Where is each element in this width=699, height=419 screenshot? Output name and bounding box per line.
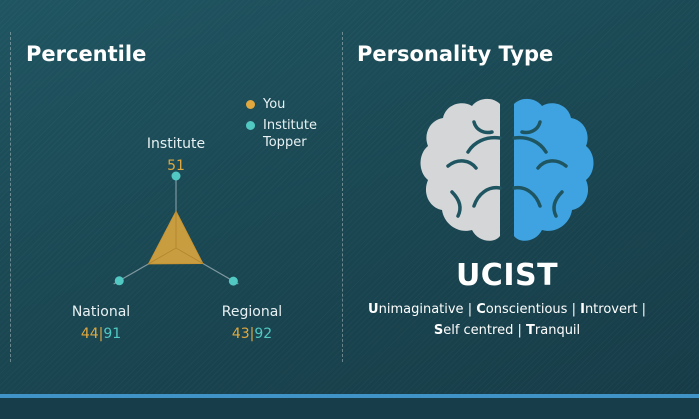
radar-point-topper-national [114, 276, 124, 286]
axis-values-national: 44|91 [81, 326, 121, 342]
radar-point-topper-regional [228, 276, 238, 286]
radar-points [114, 171, 238, 286]
value-separator: | [249, 326, 255, 342]
trait-introvert: Introvert [580, 302, 638, 317]
percentile-title: Percentile [26, 42, 147, 66]
footer-band [0, 398, 699, 419]
traits-line-2: Self centred | Tranquil [342, 321, 672, 341]
trait-separator: | [467, 302, 473, 317]
legend-item-institute-topper: Institute Topper [244, 117, 323, 151]
radar-spoke-you-national [148, 247, 177, 265]
value-you-institute: 51 [167, 158, 185, 174]
brain-left-hemisphere-icon [420, 98, 500, 241]
legend-label-you: You [263, 97, 286, 112]
value-separator: | [98, 326, 104, 342]
brain-icon [420, 98, 594, 241]
axis-label-regional: Regional [221, 304, 283, 320]
radar-areas [147, 210, 204, 265]
bottom-accent-line [0, 394, 699, 398]
value-topper-regional: 92 [254, 326, 273, 342]
brain-right-hemisphere-icon [514, 98, 594, 241]
trait-separator: | [641, 302, 646, 317]
radar-point-topper-institute [171, 171, 181, 181]
trait-separator: | [517, 323, 522, 338]
legend-swatch-you [246, 100, 255, 109]
axis-values-regional: 43|92 [232, 326, 272, 342]
trait-self-centred: Self centred [433, 323, 514, 338]
personality-code: UCIST [455, 258, 559, 293]
right-panel-divider [342, 32, 343, 362]
trait-conscientious: Conscientious [476, 302, 568, 317]
value-you-regional: 43 [231, 326, 250, 342]
trait-unimaginative: Unimaginative [368, 302, 464, 317]
left-panel-divider [10, 32, 11, 362]
radar-spoke-you-regional [175, 247, 204, 264]
axis-label-national: National [71, 304, 131, 320]
legend-swatch-institute-topper [246, 121, 255, 130]
value-topper-national: 91 [103, 326, 122, 342]
brain-folds-icon [446, 120, 568, 218]
value-you-national: 44 [80, 326, 99, 342]
chart-legend: You Institute Topper [244, 96, 323, 155]
legend-label-institute-topper: Institute Topper [263, 118, 317, 150]
axis-label-institute: Institute [146, 136, 206, 152]
trait-tranquil: Tranquil [526, 323, 581, 338]
personality-title: Personality Type [357, 42, 554, 66]
legend-item-you: You [244, 96, 323, 113]
traits-line-1: Unimaginative | Conscientious | Introver… [342, 300, 672, 320]
trait-separator: | [571, 302, 576, 317]
axis-values-institute: 51 [167, 158, 185, 174]
